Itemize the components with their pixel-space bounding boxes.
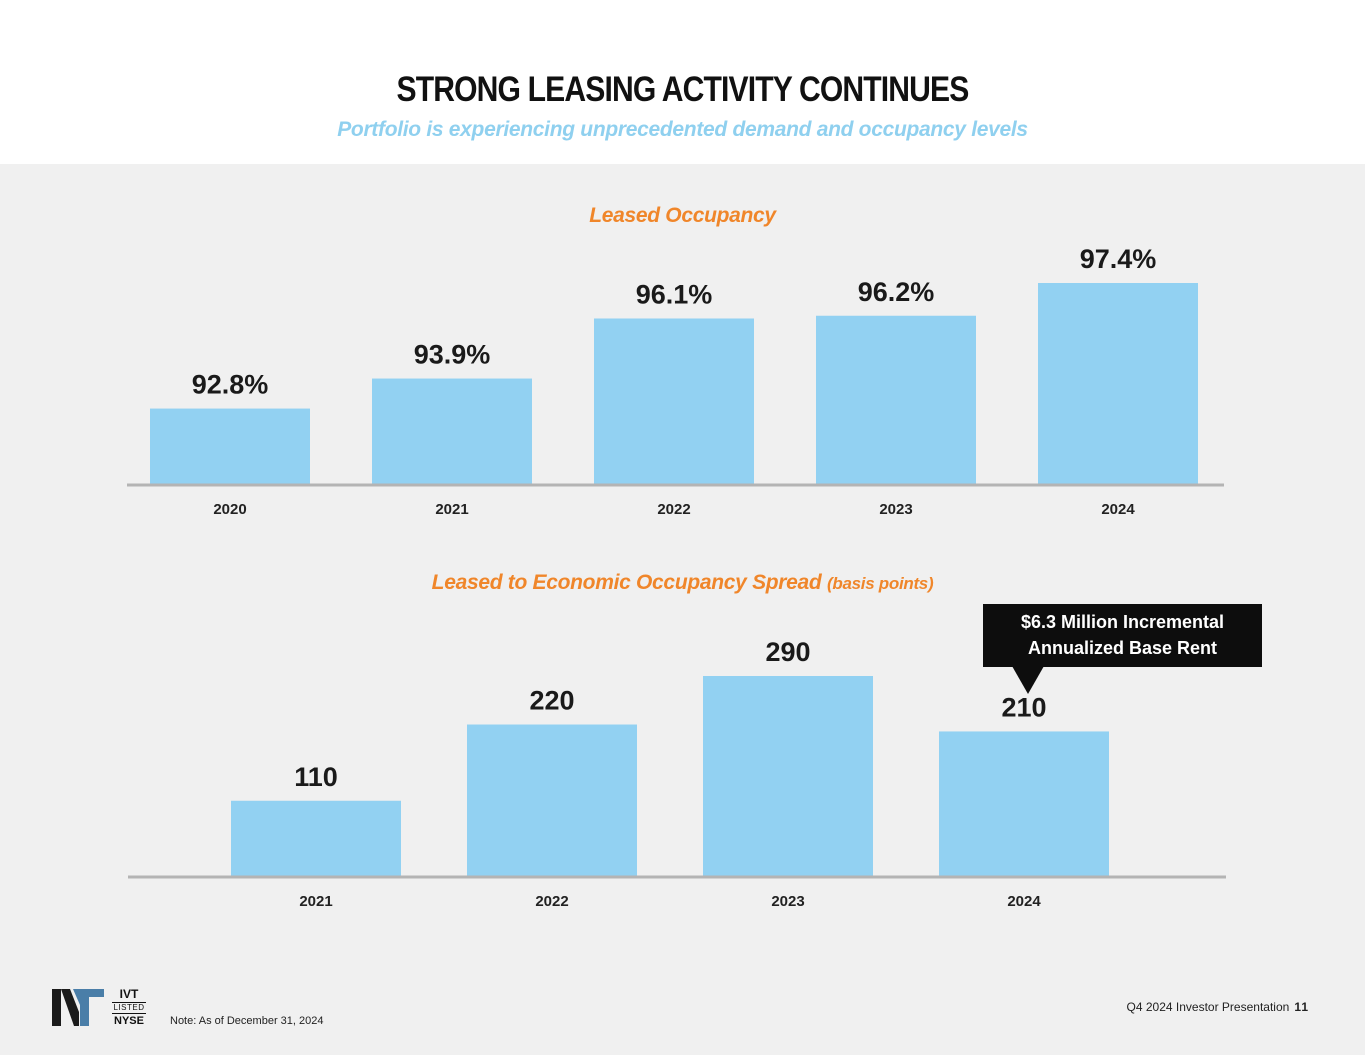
bar-2024 [939, 731, 1109, 877]
leased-occupancy-chart: 92.8% 2020 93.9% 2021 96.1% 2022 96.2% 2023 97.4… [127, 244, 1224, 518]
ticker-symbol: IVT [119, 987, 139, 1001]
chart1-title-text: Leased Occupancy [589, 204, 776, 227]
bar-2022 [467, 724, 637, 877]
page-subtitle: Portfolio is experiencing unprecedented … [337, 118, 1028, 141]
value-label-2021: 93.9% [414, 340, 491, 370]
bar-2024 [1038, 283, 1198, 485]
value-label-2022: 220 [529, 686, 574, 716]
value-label-2020: 92.8% [192, 370, 269, 400]
chart1-title: Leased Occupancy [0, 204, 1365, 228]
presentation-name: Q4 2024 Investor Presentation [1126, 1000, 1290, 1014]
bar-2023 [703, 676, 873, 877]
bar-2022 [594, 318, 754, 485]
bar-2021 [372, 378, 532, 485]
category-label-2022: 2022 [535, 893, 568, 910]
page-title: STRONG LEASING ACTIVITY CONTINUES [396, 70, 969, 109]
value-label-2024: 97.4% [1080, 244, 1157, 274]
exchange-name: NYSE [114, 1015, 144, 1027]
callout-line-2: Annualized Base Rent [1027, 638, 1218, 658]
category-label-2024: 2024 [1007, 893, 1041, 910]
chart2-title-suffix: (basis points) [827, 574, 934, 593]
listed-label: LISTED [112, 1002, 146, 1014]
chart2-title: Leased to Economic Occupancy Spread (bas… [0, 571, 1365, 595]
bar-2023 [816, 315, 976, 485]
category-label-2024: 2024 [1101, 501, 1135, 518]
exchange-badge: IVT LISTED NYSE [112, 987, 146, 1028]
category-label-2020: 2020 [213, 501, 246, 518]
category-label-2023: 2023 [879, 501, 912, 518]
value-label-2023: 290 [765, 637, 810, 667]
value-label-2023: 96.2% [858, 277, 935, 307]
chart2-title-text: Leased to Economic Occupancy Spread [431, 571, 822, 594]
callout-line-1: $6.3 Million Incremental [1020, 612, 1225, 632]
page-number: 11 [1294, 1000, 1309, 1014]
callout-pointer [1012, 666, 1044, 694]
category-label-2021: 2021 [299, 893, 332, 910]
slide-header: STRONG LEASING ACTIVITY CONTINUES Portfo… [0, 0, 1365, 164]
category-label-2023: 2023 [771, 893, 804, 910]
category-label-2021: 2021 [435, 501, 468, 518]
ivt-logo-icon [52, 989, 104, 1026]
value-label-2021: 110 [294, 762, 338, 792]
value-label-2022: 96.1% [636, 279, 713, 309]
occupancy-spread-chart: 110 2021 220 2022 290 2023 210 2024 [128, 637, 1226, 910]
category-label-2022: 2022 [657, 501, 690, 518]
rent-callout: $6.3 Million Incremental Annualized Base… [983, 604, 1262, 667]
footnote: Note: As of December 31, 2024 [170, 1015, 324, 1027]
bar-2020 [150, 408, 310, 485]
footer-presentation: Q4 2024 Investor Presentation 11 [1127, 1000, 1309, 1014]
value-label-2024: 210 [1001, 692, 1046, 722]
bar-2021 [231, 800, 401, 877]
